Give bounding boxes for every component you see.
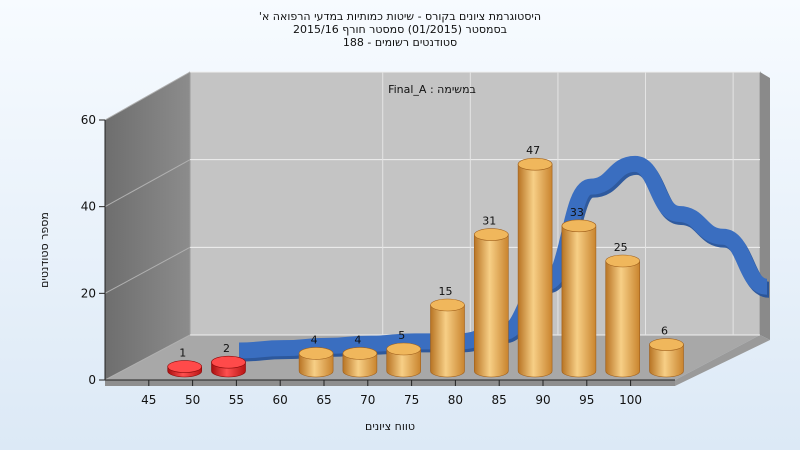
bar-body bbox=[517, 163, 553, 378]
bar-top bbox=[561, 219, 597, 233]
x-tick-label: 70 bbox=[360, 393, 375, 407]
x-tick-label: 55 bbox=[229, 393, 244, 407]
bar-top bbox=[211, 355, 246, 369]
plot-subtitle: במשימה : Final_A bbox=[388, 83, 476, 96]
histogram-bar: 15 bbox=[430, 285, 465, 378]
gridline-side bbox=[104, 334, 191, 381]
bar-body bbox=[649, 344, 684, 378]
bar-top bbox=[649, 338, 684, 351]
bar-top bbox=[298, 347, 334, 360]
x-tick-label: 45 bbox=[141, 393, 156, 407]
histogram-bar: 47 bbox=[517, 144, 553, 378]
gridline-side bbox=[104, 159, 191, 208]
title-line-3: סטודנטים רשומים - 188 bbox=[342, 36, 458, 49]
histogram-bar: 1 bbox=[167, 347, 202, 378]
bar-value-label: 5 bbox=[398, 329, 405, 342]
bar-top bbox=[430, 298, 465, 312]
x-tick-label: 95 bbox=[579, 393, 594, 407]
y-tick-label: 40 bbox=[81, 200, 96, 214]
bar-value-label: 4 bbox=[311, 333, 318, 346]
x-tick-label: 85 bbox=[492, 393, 507, 407]
bar-value-label: 15 bbox=[439, 285, 453, 298]
x-axis-label: טווח ציונים bbox=[365, 420, 415, 433]
histogram-bar: 31 bbox=[473, 215, 509, 378]
y-tick-label: 0 bbox=[88, 373, 96, 387]
bar-top bbox=[473, 228, 509, 241]
bar-value-label: 33 bbox=[570, 206, 584, 219]
bar-body bbox=[430, 304, 465, 378]
bar-top bbox=[386, 342, 422, 356]
bar-value-label: 31 bbox=[482, 215, 496, 228]
x-tick-label: 65 bbox=[316, 393, 331, 407]
x-tick-label: 50 bbox=[185, 393, 200, 407]
y-tick-label: 60 bbox=[81, 113, 96, 127]
histogram-bar: 2 bbox=[211, 342, 246, 378]
chart-title: היסטוגרמת ציונים בקורס - שיטות כמותיות ב… bbox=[0, 10, 800, 49]
bar-top bbox=[167, 360, 202, 373]
x-tick-label: 90 bbox=[535, 393, 550, 407]
bar-top bbox=[605, 254, 641, 268]
y-axis-label: מספר סטודנטים bbox=[38, 212, 51, 288]
bar-top bbox=[517, 157, 553, 171]
y-tick-label: 20 bbox=[81, 286, 96, 300]
bar-body bbox=[342, 353, 378, 378]
histogram-bar: 4 bbox=[342, 333, 378, 378]
bar-body bbox=[605, 260, 640, 378]
bar-body bbox=[298, 353, 334, 378]
histogram-bar: 6 bbox=[649, 325, 684, 378]
bar-value-label: 47 bbox=[526, 144, 540, 157]
bar-value-label: 25 bbox=[614, 241, 628, 254]
x-tick-label: 75 bbox=[404, 393, 419, 407]
bar-top bbox=[342, 347, 378, 360]
bar-value-label: 4 bbox=[354, 333, 361, 346]
title-line-1: היסטוגרמת ציונים בקורס - שיטות כמותיות ב… bbox=[258, 10, 542, 23]
gridline-side bbox=[104, 71, 191, 121]
x-tick-label: 60 bbox=[273, 393, 288, 407]
x-tick-label: 80 bbox=[448, 393, 463, 407]
side-wall bbox=[105, 72, 190, 380]
bar-body bbox=[474, 234, 509, 378]
floor-edge bbox=[105, 380, 675, 386]
bar-body bbox=[561, 225, 597, 378]
title-line-2: בסמסטר (01/2015) סמסטר חורף 2015/16 bbox=[293, 23, 507, 36]
histogram-bar: 25 bbox=[605, 241, 641, 378]
gridline-side bbox=[104, 246, 191, 294]
right-wall bbox=[760, 72, 770, 340]
histogram-bar: 5 bbox=[386, 329, 422, 378]
bar-value-label: 2 bbox=[223, 342, 230, 355]
bar-body bbox=[386, 348, 421, 378]
histogram-bar: 33 bbox=[561, 206, 597, 378]
x-tick-label: 100 bbox=[619, 393, 642, 407]
floor-side-edge bbox=[675, 335, 770, 386]
histogram-bar: 4 bbox=[298, 333, 334, 378]
bar-value-label: 1 bbox=[179, 347, 186, 360]
bar-value-label: 6 bbox=[661, 325, 668, 338]
